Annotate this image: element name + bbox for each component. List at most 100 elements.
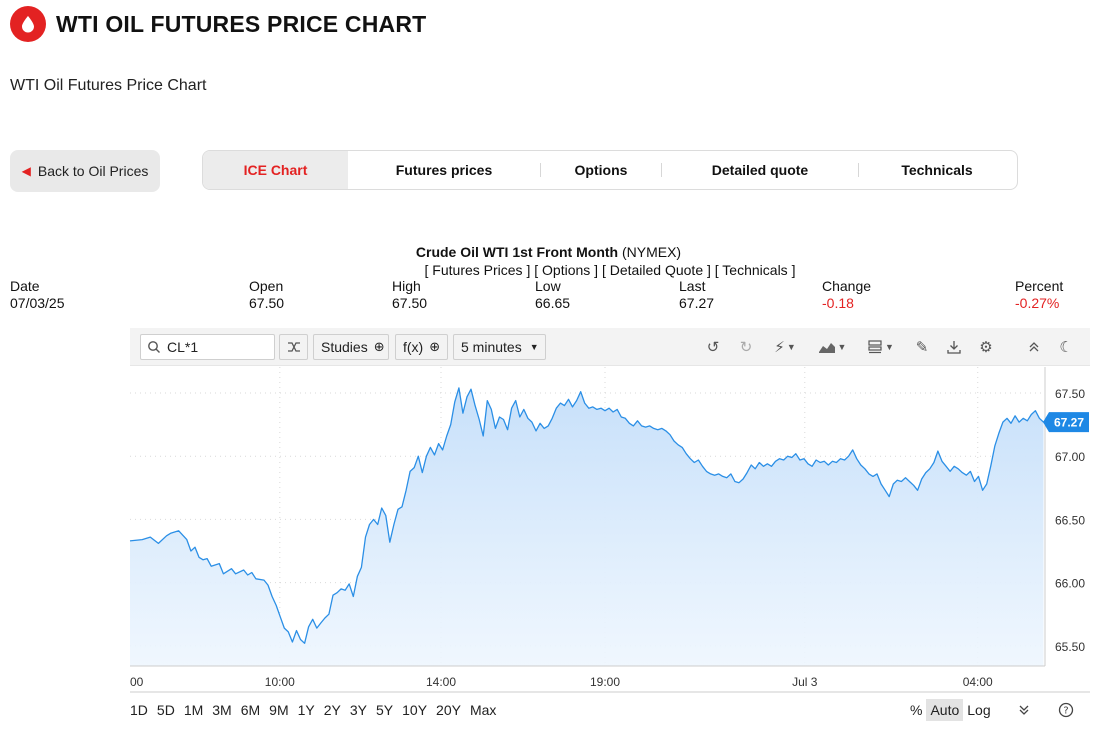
x-tick-label: 00	[130, 675, 144, 689]
tab-futures-prices[interactable]: Futures prices	[395, 162, 493, 178]
quote-last-label: Last	[679, 278, 706, 294]
lightning-icon[interactable]: ⚡ ▼	[774, 339, 796, 356]
scale-percent[interactable]: %	[910, 702, 923, 718]
x-tick-label: 19:00	[590, 675, 620, 689]
draw-icon[interactable]: ✎	[915, 339, 929, 356]
x-tick-label: 10:00	[265, 675, 295, 689]
range-max[interactable]: Max	[469, 702, 497, 718]
quote-open-value: 67.50	[249, 295, 285, 311]
tab-divider	[540, 163, 541, 177]
plus-circle-icon: ⊕	[373, 339, 385, 354]
interval-label: 5 minutes	[461, 339, 522, 355]
range-9m[interactable]: 9M	[269, 702, 289, 718]
help-icon[interactable]: ?	[1056, 698, 1076, 722]
tab-ice-chart[interactable]: ICE Chart	[203, 151, 348, 189]
range-1d[interactable]: 1D	[130, 702, 148, 718]
range-2y[interactable]: 2Y	[323, 702, 341, 718]
undo-icon[interactable]: ↺	[706, 339, 720, 356]
range-1y[interactable]: 1Y	[297, 702, 315, 718]
last-price-label: 67.27	[1054, 416, 1084, 430]
range-6m[interactable]: 6M	[240, 702, 261, 718]
studies-label: Studies	[321, 339, 368, 355]
x-tick-label: 14:00	[426, 675, 456, 689]
chart-tabs: ICE Chart Futures prices Options Detaile…	[202, 150, 1018, 190]
symbol-value: CL*1	[167, 339, 199, 355]
search-icon	[148, 341, 160, 353]
dark-mode-icon[interactable]: ☾	[1059, 339, 1073, 356]
redo-icon[interactable]: ↻	[739, 339, 753, 356]
back-arrow-icon: ◀	[21, 164, 31, 178]
page-subtitle: WTI Oil Futures Price Chart	[10, 77, 207, 94]
layout-icon[interactable]: ▼	[864, 337, 898, 357]
price-area-fill	[130, 387, 1044, 666]
chart-toolbar: CL*1 Studies ⊕ f(x) ⊕ 5 minutes ▼ ↺ ↻ ⚡ ▼…	[130, 328, 1090, 366]
fx-label: f(x)	[403, 339, 424, 355]
settings-icon[interactable]: ⚙	[979, 339, 993, 356]
quote-high-value: 67.50	[392, 295, 428, 311]
scale-log[interactable]: Log	[967, 702, 991, 718]
quote-percent-label: Percent	[1015, 278, 1064, 294]
range-selector: 1D 5D 1M 3M 6M 9M 1Y 2Y 3Y 5Y 10Y 20Y Ma…	[130, 698, 505, 722]
range-1m[interactable]: 1M	[183, 702, 204, 718]
range-5d[interactable]: 5D	[156, 702, 175, 718]
chart-type-icon[interactable]: ▼	[814, 337, 850, 357]
studies-button[interactable]: Studies ⊕	[313, 334, 389, 360]
y-tick-label: 67.50	[1055, 387, 1085, 401]
y-tick-label: 67.00	[1055, 450, 1085, 464]
last-price-badge	[1043, 412, 1089, 433]
link-futures-prices[interactable]: [ Futures Prices ]	[424, 262, 531, 278]
price-line[interactable]	[129, 387, 1044, 644]
quote-last-value: 67.27	[679, 295, 715, 311]
scale-selector: % Auto Log	[906, 698, 995, 722]
collapse-icon[interactable]	[1024, 337, 1044, 357]
tab-divider	[858, 163, 859, 177]
quote-high-label: High	[392, 278, 421, 294]
range-5y[interactable]: 5Y	[376, 702, 394, 718]
page-title: WTI OIL FUTURES PRICE CHART	[56, 10, 427, 37]
range-20y[interactable]: 20Y	[436, 702, 461, 718]
y-tick-label: 66.50	[1055, 513, 1085, 527]
tab-options[interactable]: Options	[574, 162, 628, 178]
x-tick-label: 04:00	[963, 675, 993, 689]
range-3y[interactable]: 3Y	[349, 702, 367, 718]
link-detailed-quote[interactable]: [ Detailed Quote ]	[601, 262, 711, 278]
quote-percent-value: -0.27%	[1015, 295, 1060, 311]
download-icon[interactable]	[944, 337, 964, 357]
quote-change-label: Change	[822, 278, 872, 294]
instrument-name: Crude Oil WTI 1st Front Month	[415, 244, 619, 260]
compare-button[interactable]	[279, 334, 308, 360]
oil-drop-logo-icon	[10, 6, 46, 42]
quote-date-value: 07/03/25	[10, 295, 65, 311]
tab-technicals[interactable]: Technicals	[901, 162, 973, 178]
instrument-title: Crude Oil WTI 1st Front Month (NYMEX)	[0, 244, 1097, 260]
tab-detailed-quote[interactable]: Detailed quote	[711, 162, 809, 178]
link-technicals[interactable]: [ Technicals ]	[714, 262, 796, 278]
instrument-links: [ Futures Prices ] [ Options ] [ Detaile…	[0, 262, 1097, 278]
svg-text:?: ?	[1063, 706, 1068, 717]
fx-button[interactable]: f(x) ⊕	[395, 334, 448, 360]
shuffle-icon	[287, 342, 300, 352]
quote-change-value: -0.18	[822, 295, 854, 311]
quote-date-label: Date	[10, 278, 40, 294]
header: WTI OIL FUTURES PRICE CHART	[10, 6, 426, 42]
symbol-search-input[interactable]: CL*1	[140, 334, 275, 360]
expand-icon[interactable]	[1014, 698, 1034, 722]
scale-auto[interactable]: Auto	[926, 699, 964, 721]
caret-down-icon: ▼	[529, 342, 539, 352]
range-3m[interactable]: 3M	[212, 702, 232, 718]
quote-low-label: Low	[535, 278, 561, 294]
plus-circle-icon: ⊕	[429, 339, 441, 354]
back-button-label: Back to Oil Prices	[37, 163, 149, 179]
x-tick-label: Jul 3	[792, 675, 818, 689]
instrument-exchange: (NYMEX)	[621, 244, 682, 260]
back-to-oil-prices-button[interactable]: ◀ Back to Oil Prices	[10, 150, 160, 192]
quote-open-label: Open	[249, 278, 284, 294]
interval-select[interactable]: 5 minutes ▼	[453, 334, 546, 360]
range-10y[interactable]: 10Y	[402, 702, 428, 718]
link-options[interactable]: [ Options ]	[534, 262, 599, 278]
quote-low-value: 66.65	[535, 295, 571, 311]
y-tick-label: 66.00	[1055, 577, 1085, 591]
tab-divider	[661, 163, 662, 177]
y-tick-label: 65.50	[1055, 640, 1085, 654]
